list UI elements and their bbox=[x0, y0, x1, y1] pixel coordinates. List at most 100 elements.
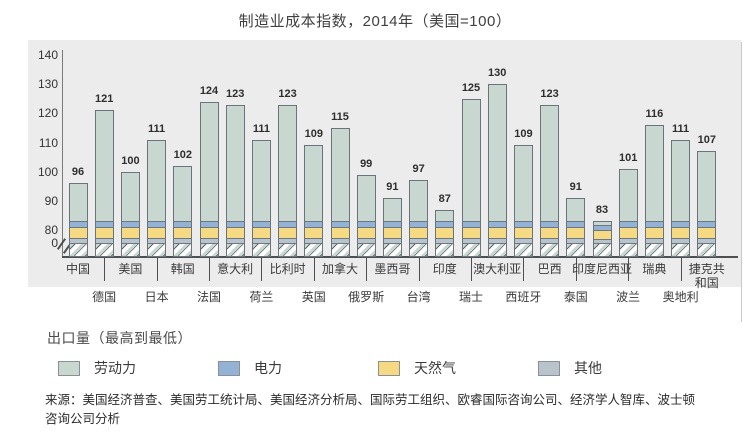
segment-axis-break-hatch bbox=[541, 242, 559, 256]
segment-axis-break-hatch bbox=[148, 242, 166, 256]
bar-value-label: 97 bbox=[412, 163, 425, 176]
segment-natural-gas bbox=[226, 226, 244, 238]
segment-natural-gas bbox=[567, 226, 585, 238]
stacked-bar bbox=[592, 221, 612, 257]
segment-electricity bbox=[383, 220, 401, 227]
segment-natural-gas bbox=[121, 226, 139, 238]
segment-other bbox=[148, 237, 166, 243]
segment-other bbox=[305, 237, 323, 243]
x-axis-country-label: 加拿大 bbox=[321, 262, 358, 276]
bar-value-label: 123 bbox=[226, 87, 245, 100]
segment-other bbox=[645, 237, 663, 243]
bar-value-label: 130 bbox=[488, 67, 507, 80]
bar-value-label: 107 bbox=[697, 134, 716, 147]
stacked-bar bbox=[147, 139, 167, 257]
x-axis-group-tick bbox=[523, 257, 525, 281]
bar-value-label: 125 bbox=[461, 81, 481, 94]
segment-natural-gas bbox=[383, 226, 401, 238]
bar-value-label: 123 bbox=[540, 87, 559, 100]
legend-item-labor: 劳动力 bbox=[58, 358, 218, 378]
segment-electricity bbox=[121, 220, 139, 227]
x-axis-group-tick bbox=[418, 257, 420, 281]
segment-axis-break-hatch bbox=[279, 242, 297, 256]
bar-value-label: 91 bbox=[386, 180, 399, 193]
x-axis-country-label: 泰国 bbox=[563, 290, 588, 304]
stacked-bar bbox=[618, 168, 638, 257]
x-axis-group-tick bbox=[628, 257, 630, 281]
x-axis-country-label: 意大利 bbox=[217, 262, 254, 276]
segment-natural-gas bbox=[252, 226, 270, 238]
segment-other bbox=[383, 237, 401, 243]
bar-value-label: 111 bbox=[252, 122, 270, 135]
bar-value-label: 111 bbox=[672, 122, 690, 135]
segment-axis-break-hatch bbox=[593, 242, 611, 256]
legend: 劳动力 电力 天然气 其他 bbox=[58, 358, 718, 378]
segment-electricity bbox=[462, 220, 480, 227]
x-axis-country-label: 日本 bbox=[144, 290, 169, 304]
segment-labor bbox=[226, 105, 244, 221]
legend-note: 出口量（最高到最低） bbox=[47, 330, 192, 346]
y-tick-label: 140 bbox=[37, 48, 58, 62]
stacked-bar bbox=[487, 84, 507, 257]
segment-electricity bbox=[488, 220, 506, 227]
segment-other bbox=[69, 237, 87, 243]
segment-labor bbox=[331, 128, 349, 221]
y-axis-line bbox=[62, 50, 63, 256]
segment-other bbox=[541, 237, 559, 243]
x-axis-country-label: 美国 bbox=[118, 262, 143, 276]
segment-other bbox=[252, 237, 270, 243]
segment-axis-break-hatch bbox=[672, 242, 690, 256]
segment-labor bbox=[645, 126, 663, 221]
y-tick-label: 130 bbox=[37, 77, 58, 92]
stacked-bar bbox=[382, 197, 402, 257]
segment-electricity bbox=[148, 220, 166, 227]
segment-natural-gas bbox=[619, 226, 637, 238]
segment-electricity bbox=[541, 220, 559, 227]
stacked-bar bbox=[173, 165, 193, 257]
segment-other bbox=[488, 237, 506, 243]
segment-axis-break-hatch bbox=[95, 242, 113, 256]
segment-other bbox=[174, 237, 192, 243]
x-axis-country-label: 中国 bbox=[65, 262, 90, 276]
segment-axis-break-hatch bbox=[514, 242, 532, 256]
segment-labor bbox=[252, 140, 270, 221]
segment-axis-break-hatch bbox=[331, 242, 349, 256]
bar-value-label: 116 bbox=[645, 108, 664, 120]
segment-labor bbox=[357, 175, 375, 221]
legend-swatch-labor bbox=[58, 360, 80, 376]
x-axis-line bbox=[62, 256, 738, 258]
stacked-bar bbox=[356, 174, 376, 257]
legend-label: 其他 bbox=[574, 360, 602, 376]
segment-axis-break-hatch bbox=[567, 242, 585, 256]
stacked-bar bbox=[461, 98, 481, 257]
segment-electricity bbox=[226, 220, 244, 227]
segment-other bbox=[226, 237, 244, 243]
segment-labor bbox=[514, 146, 532, 221]
segment-electricity bbox=[593, 225, 611, 231]
y-tick-label: 120 bbox=[37, 106, 58, 121]
x-axis-country-label: 墨西哥 bbox=[374, 262, 411, 276]
segment-electricity bbox=[279, 220, 297, 227]
x-axis-country-label: 波兰 bbox=[616, 290, 641, 304]
x-axis-country-label: 台湾 bbox=[406, 290, 431, 304]
segment-labor bbox=[436, 210, 454, 221]
segment-axis-break-hatch bbox=[698, 242, 716, 256]
legend-swatch-other bbox=[538, 360, 560, 376]
bar-value-label: 109 bbox=[304, 128, 323, 141]
bar-value-label: 102 bbox=[173, 148, 192, 161]
segment-natural-gas bbox=[69, 226, 87, 238]
segment-labor bbox=[121, 172, 139, 221]
legend-swatch-electricity bbox=[218, 360, 240, 376]
x-axis-group-tick bbox=[575, 257, 577, 281]
x-axis-country-label: 荷兰 bbox=[249, 290, 274, 304]
segment-natural-gas bbox=[410, 226, 428, 238]
segment-other bbox=[462, 237, 480, 243]
segment-electricity bbox=[672, 220, 690, 227]
segment-natural-gas bbox=[331, 226, 349, 238]
bar-value-label: 124 bbox=[199, 84, 219, 97]
segment-axis-break-hatch bbox=[200, 242, 218, 256]
segment-electricity bbox=[619, 220, 637, 227]
stacked-bar bbox=[566, 197, 586, 257]
stacked-bar bbox=[540, 104, 560, 257]
